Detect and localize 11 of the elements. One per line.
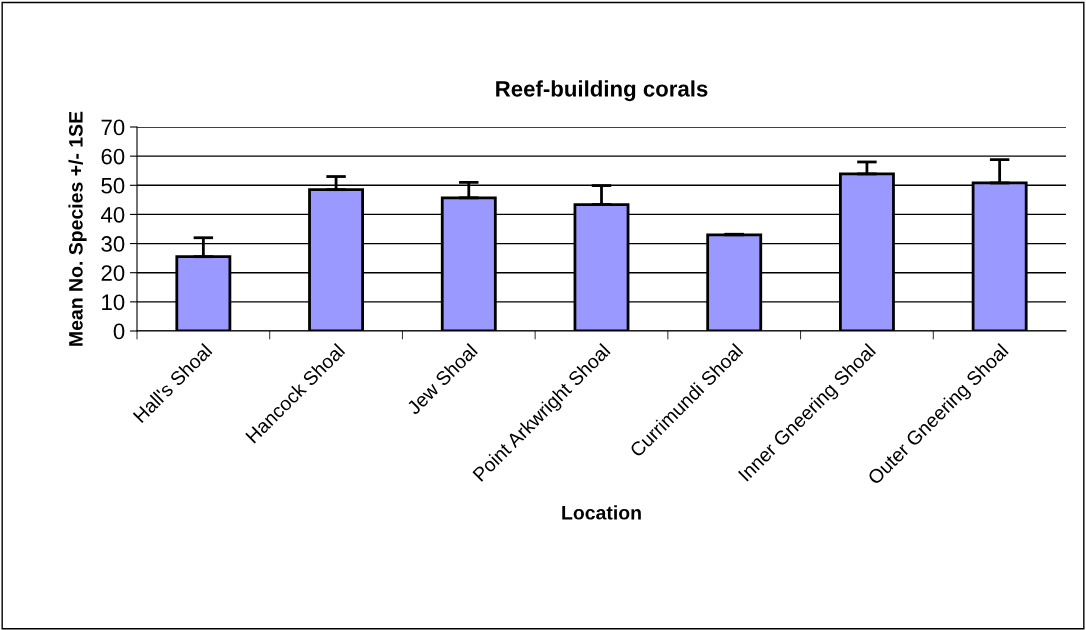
y-tick-label: 0 [113, 323, 125, 340]
y-tick-label: 40 [100, 206, 125, 223]
y-tick-label: 60 [101, 148, 125, 165]
y-tick-label: 70 [101, 119, 125, 136]
y-tick-label: 20 [101, 265, 125, 281]
y-tick-label: 10 [102, 294, 125, 311]
y-tick-label: 50 [101, 177, 125, 194]
x-axis-title: Location [562, 505, 641, 520]
y-tick-label: 30 [101, 236, 125, 252]
chart-title: Reef-building corals [496, 80, 708, 102]
y-axis-title: Mean No. Species +/- 1SE [68, 111, 87, 346]
